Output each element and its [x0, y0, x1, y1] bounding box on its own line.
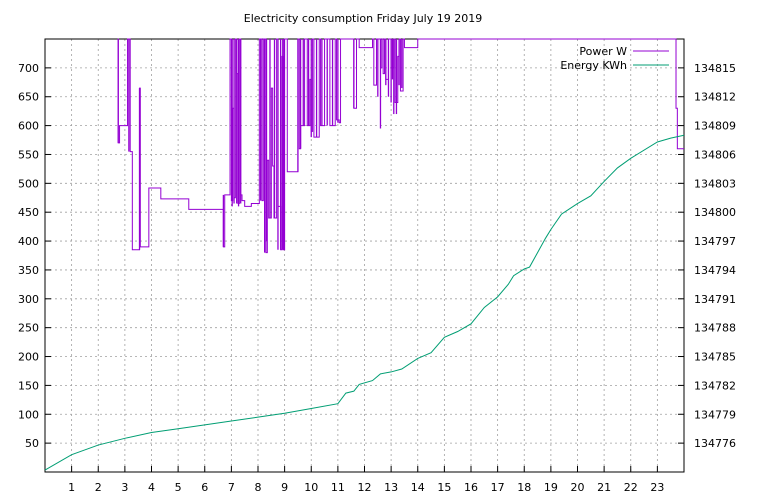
x-tick-label: 13	[384, 481, 398, 494]
legend: Power W Energy KWh	[560, 45, 669, 72]
y-tick-label: 350	[18, 264, 39, 277]
x-tick-label: 5	[175, 481, 182, 494]
x-tick-label: 4	[148, 481, 155, 494]
y2-tick-label: 134791	[694, 293, 736, 306]
left-axis-ticks: 50 100 150 200 250 300 350 400 450 500 550 600 650 70…	[18, 62, 51, 450]
right-axis-ticks: 134776 134779 134782 134785 134788 134791 1347…	[678, 62, 736, 450]
x-tick-label: 1	[68, 481, 75, 494]
y-tick-label: 600	[18, 120, 39, 133]
x-tick-label: 2	[95, 481, 102, 494]
y2-tick-label: 134785	[694, 351, 736, 364]
y2-tick-label: 134815	[694, 62, 736, 75]
y-tick-label: 150	[18, 379, 39, 392]
x-tick-label: 16	[464, 481, 478, 494]
y-tick-label: 450	[18, 206, 39, 219]
x-tick-label: 21	[597, 481, 611, 494]
y2-tick-label: 134806	[694, 148, 736, 161]
y-tick-label: 650	[18, 91, 39, 104]
y-tick-label: 700	[18, 62, 39, 75]
x-tick-label: 8	[255, 481, 262, 494]
y2-tick-label: 134776	[694, 437, 736, 450]
x-tick-label: 22	[624, 481, 638, 494]
plot-series	[44, 38, 685, 471]
x-tick-label: 14	[411, 481, 425, 494]
y2-tick-label: 134788	[694, 322, 736, 335]
y-tick-label: 550	[18, 148, 39, 161]
y-tick-label: 200	[18, 351, 39, 364]
y-tick-label: 400	[18, 235, 39, 248]
energy-series-line	[44, 134, 685, 471]
y2-tick-label: 134797	[694, 235, 736, 248]
x-tick-label: 9	[281, 481, 288, 494]
grid	[45, 39, 684, 472]
y-tick-label: 300	[18, 293, 39, 306]
x-tick-label: 12	[358, 481, 372, 494]
y2-tick-label: 134803	[694, 177, 736, 190]
x-tick-label: 20	[571, 481, 585, 494]
y-tick-label: 250	[18, 322, 39, 335]
y2-tick-label: 134782	[694, 379, 736, 392]
y2-tick-label: 134809	[694, 120, 736, 133]
x-axis-ticks: 1 2 3 4 5 6 7 8 9 10 11 12 13 14 15 16 17 18 19 20 21 22 23	[68, 466, 664, 494]
x-tick-label: 11	[331, 481, 345, 494]
x-tick-label: 18	[517, 481, 531, 494]
x-tick-label: 3	[121, 481, 128, 494]
y-tick-label: 100	[18, 408, 39, 421]
x-tick-label: 17	[491, 481, 505, 494]
x-tick-label: 19	[544, 481, 558, 494]
chart-title: Electricity consumption Friday July 19 2…	[244, 12, 482, 25]
legend-label-energy: Energy KWh	[560, 59, 627, 72]
y2-tick-label: 134794	[694, 264, 736, 277]
x-tick-label: 15	[437, 481, 451, 494]
y-tick-label: 500	[18, 177, 39, 190]
y2-tick-label: 134779	[694, 408, 736, 421]
x-tick-label: 10	[304, 481, 318, 494]
y2-tick-label: 134800	[694, 206, 736, 219]
y-tick-label: 50	[25, 437, 39, 450]
y2-tick-label: 134812	[694, 91, 736, 104]
x-tick-label: 6	[201, 481, 208, 494]
legend-label-power: Power W	[579, 45, 627, 58]
x-tick-label: 23	[650, 481, 664, 494]
x-tick-label: 7	[228, 481, 235, 494]
